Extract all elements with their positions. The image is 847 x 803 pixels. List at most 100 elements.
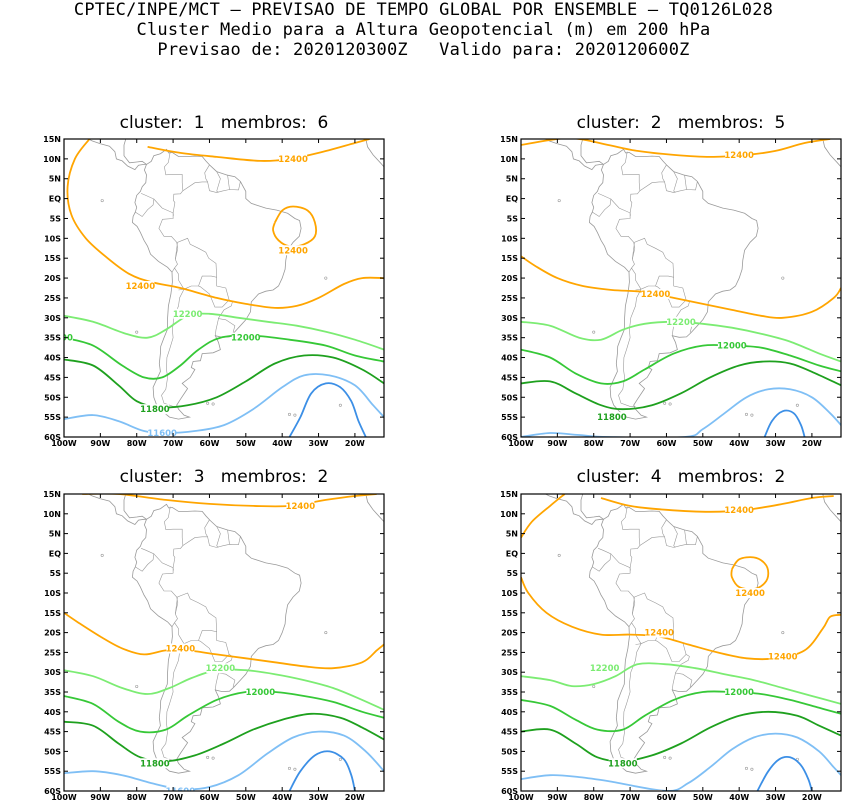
contour-label-bg <box>725 504 754 515</box>
island <box>795 403 799 407</box>
lat-label: 5S <box>507 569 519 578</box>
country-border <box>182 536 208 546</box>
panel-3-map: 12400 12400 12200 12000 11800 11600 15N 10N 5N EQ… <box>43 490 385 802</box>
contour-label-bg <box>140 404 169 415</box>
contour-label-bg <box>597 412 626 423</box>
lon-label: 50W <box>693 439 713 448</box>
lon-label: 60W <box>656 793 676 802</box>
country-border <box>621 506 641 571</box>
island <box>592 684 596 688</box>
country-border <box>631 592 675 645</box>
lat-label: 20S <box>44 274 61 283</box>
lat-label: 10N <box>43 510 61 519</box>
lon-label: 20W <box>345 793 365 802</box>
contour-11800 <box>521 360 841 411</box>
country-border <box>161 288 185 407</box>
country-border <box>204 164 241 193</box>
island <box>557 199 561 203</box>
lat-label: 45S <box>501 373 518 382</box>
header-line-3: Previsao de: 2020120300Z Valido para: 20… <box>157 40 690 60</box>
coastline-africa <box>365 139 384 168</box>
contour-11600 <box>64 730 384 791</box>
map-frame <box>520 138 842 438</box>
map-frame <box>63 138 385 438</box>
contour-11400 <box>288 382 367 437</box>
lat-label: 5S <box>507 214 519 223</box>
coastline-central-america <box>87 494 147 525</box>
island <box>135 330 139 334</box>
lon-label: 80W <box>584 439 604 448</box>
country-border <box>164 506 184 571</box>
contour-11400 <box>756 756 813 791</box>
lat-label: EQ <box>506 195 518 204</box>
lat-label: 10S <box>44 234 61 243</box>
map-frame <box>520 493 842 792</box>
lat-label: 15S <box>501 609 518 618</box>
panel-2-map: 12400 12400 12200 12000 11800 15N 10N 5N EQ 5S 10S… <box>500 135 842 448</box>
country-border <box>153 198 179 273</box>
contour-label-bg <box>608 758 637 769</box>
contour-12000 <box>521 690 841 732</box>
island <box>744 766 748 770</box>
contour-label: 000 <box>55 334 73 344</box>
lon-label: 20W <box>345 439 365 448</box>
lat-label: 10S <box>44 589 61 598</box>
contour-label: 12400 <box>768 652 798 662</box>
island <box>592 330 596 334</box>
island <box>293 767 297 771</box>
lon-label: 60W <box>199 793 219 802</box>
island <box>781 276 785 280</box>
map-area: 12400 12400 12200 12000 11800 <box>521 139 841 437</box>
contour-12200 <box>521 662 841 705</box>
lat-label: 30S <box>44 314 61 323</box>
contour-label: 11800 <box>608 759 638 769</box>
country-border <box>684 529 687 545</box>
lat-label: 15S <box>44 254 61 263</box>
contour-label: 12400 <box>166 644 196 654</box>
contour-12400 <box>272 205 317 248</box>
contour-12000 <box>64 334 384 380</box>
contour-label: 12200 <box>206 664 236 674</box>
contour-label-bg <box>148 428 177 437</box>
country-border <box>164 151 184 216</box>
country-border <box>661 164 698 193</box>
contour-12400 <box>82 494 377 508</box>
lon-label: 50W <box>236 439 256 448</box>
contour-label: 11600 <box>147 429 177 439</box>
country-border <box>674 299 690 319</box>
contour-label-bg <box>279 245 308 256</box>
contour-label: 12400 <box>278 246 308 256</box>
island <box>668 402 672 406</box>
lat-label: 30S <box>44 668 61 677</box>
contour-label: 12000 <box>717 342 747 352</box>
island <box>750 413 754 417</box>
lat-label: 15N <box>500 135 518 144</box>
contour-label: 11800 <box>597 413 627 423</box>
lon-label: 20W <box>802 793 822 802</box>
lat-label: EQ <box>49 549 61 558</box>
lat-label: 5N <box>49 175 61 184</box>
lon-label: 40W <box>729 439 749 448</box>
lon-label: 100W <box>508 793 534 802</box>
contour-label-bg <box>286 500 315 511</box>
map-frame <box>63 493 385 792</box>
lat-label: 50S <box>44 747 61 756</box>
lon-label: 90W <box>90 439 110 448</box>
country-border <box>618 643 642 761</box>
panel-4-title: cluster: 4 membros: 2 <box>576 467 786 487</box>
contour-label-bg <box>768 651 797 662</box>
contour-label: 12000 <box>724 688 754 698</box>
island <box>135 684 139 688</box>
contour-12200 <box>64 668 384 711</box>
contour-label: 12400 <box>278 155 308 165</box>
lon-label: 90W <box>547 439 567 448</box>
contour-12400 <box>521 494 566 539</box>
lat-label: 35S <box>501 688 518 697</box>
contour-label-bg <box>590 663 619 674</box>
contour-label-bg <box>717 340 746 351</box>
coastline-caribbean <box>123 139 147 165</box>
lon-label: 20W <box>802 439 822 448</box>
country-border <box>161 643 185 761</box>
lat-label: 10S <box>501 589 518 598</box>
